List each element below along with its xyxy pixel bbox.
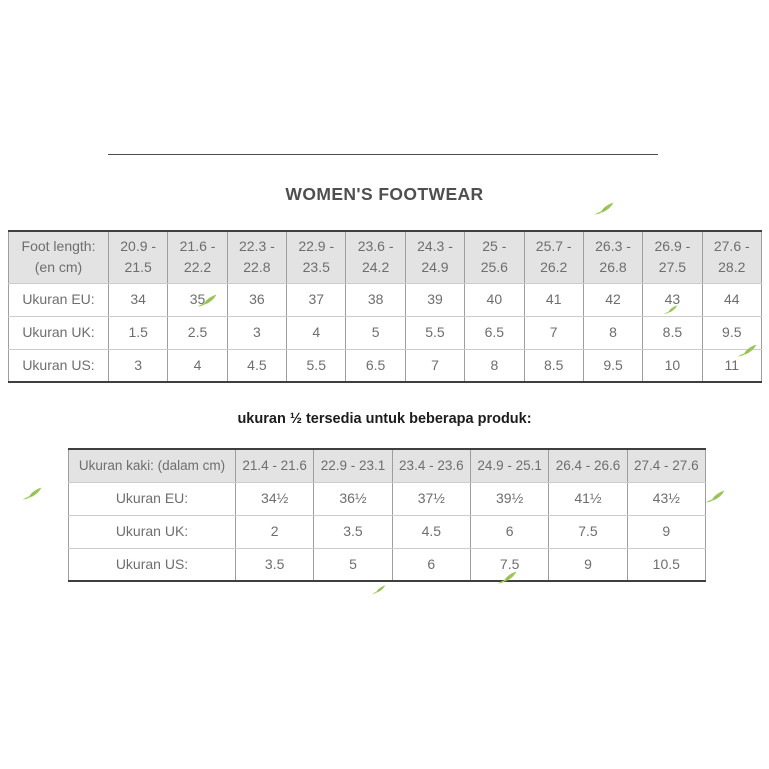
size-cell: 4 xyxy=(286,315,347,350)
size-cell: 41 xyxy=(523,282,584,317)
header-cell: 25 - 25.6 xyxy=(464,230,525,284)
corner-header-cell: Ukuran kaki: (dalam cm) xyxy=(68,448,236,483)
header-cell: 22.9 - 23.5 xyxy=(286,230,347,284)
adult-size-table: Foot length: (en cm) 20.9 - 21.5 21.6 - … xyxy=(8,230,762,383)
half-size-note: ukuran ½ tersedia untuk beberapa produk: xyxy=(237,411,532,427)
size-cell: 4.5 xyxy=(226,348,288,383)
size-cell: 10.5 xyxy=(626,547,706,582)
size-cell: 10 xyxy=(642,348,703,383)
size-cell: 3 xyxy=(107,348,169,383)
row-label: Ukuran US: xyxy=(68,547,236,582)
table-row-uk: Ukuran UK: 1.5 2.5 3 4 5 5.5 6.5 7 8 8.5… xyxy=(8,315,762,350)
row-label: Ukuran UK: xyxy=(8,315,109,350)
size-cell: 36 xyxy=(226,282,288,317)
size-cell: 6 xyxy=(391,547,471,582)
table-header-row: Ukuran kaki: (dalam cm) 21.4 - 21.6 22.9… xyxy=(68,448,706,483)
size-cell: 42 xyxy=(582,282,644,317)
size-cell: 2 xyxy=(234,514,315,549)
size-cell: 9 xyxy=(626,514,706,549)
size-cell: 41½ xyxy=(548,481,628,516)
size-cell: 37½ xyxy=(391,481,471,516)
size-cell: 36½ xyxy=(313,481,393,516)
size-cell: 4.5 xyxy=(391,514,471,549)
half-size-table: Ukuran kaki: (dalam cm) 21.4 - 21.6 22.9… xyxy=(68,448,706,582)
size-cell: 39 xyxy=(404,282,466,317)
header-cell: 26.9 - 27.5 xyxy=(642,230,703,284)
row-label: Ukuran UK: xyxy=(68,514,236,549)
size-cell: 43 xyxy=(642,282,703,317)
leaf-icon xyxy=(705,490,725,503)
leaf-icon xyxy=(197,294,217,307)
row-label: Ukuran EU: xyxy=(8,282,109,317)
size-cell: 2.5 xyxy=(167,315,228,350)
size-cell: 39½ xyxy=(469,481,550,516)
size-cell: 5 xyxy=(345,315,406,350)
table-row-us: Ukuran US: 3.5 5 6 7.5 9 10.5 xyxy=(68,547,706,582)
header-cell: 22.9 - 23.1 xyxy=(313,448,393,483)
leaf-icon xyxy=(22,487,42,500)
size-cell: 6.5 xyxy=(345,348,406,383)
size-cell: 3 xyxy=(226,315,288,350)
size-cell: 8.5 xyxy=(523,348,584,383)
header-cell: 23.6 - 24.2 xyxy=(345,230,406,284)
row-label: Ukuran US: xyxy=(8,348,109,383)
size-cell: 3.5 xyxy=(313,514,393,549)
header-cell: 27.6 - 28.2 xyxy=(701,230,762,284)
size-cell: 7.5 xyxy=(548,514,628,549)
header-cell: 26.4 - 26.6 xyxy=(548,448,628,483)
size-cell: 44 xyxy=(701,282,762,317)
leaf-icon xyxy=(663,305,678,315)
size-cell: 37 xyxy=(286,282,347,317)
header-cell: 25.7 - 26.2 xyxy=(523,230,584,284)
header-cell: 20.9 - 21.5 xyxy=(107,230,169,284)
size-cell: 7 xyxy=(523,315,584,350)
size-cell: 9 xyxy=(548,547,628,582)
header-cell: 23.4 - 23.6 xyxy=(391,448,471,483)
size-cell: 34½ xyxy=(234,481,315,516)
corner-header-cell: Foot length: (en cm) xyxy=(8,230,109,284)
size-cell: 5.5 xyxy=(286,348,347,383)
page-title: WOMEN'S FOOTWEAR xyxy=(285,184,484,204)
row-label: Ukuran EU: xyxy=(68,481,236,516)
size-cell: 5.5 xyxy=(404,315,466,350)
size-cell: 9.5 xyxy=(582,348,644,383)
size-cell: 11 xyxy=(701,348,762,383)
table-row-uk: Ukuran UK: 2 3.5 4.5 6 7.5 9 xyxy=(68,514,706,549)
size-cell: 8.5 xyxy=(642,315,703,350)
header-cell: 26.3 - 26.8 xyxy=(582,230,644,284)
size-cell: 4 xyxy=(167,348,228,383)
header-cell: 27.4 - 27.6 xyxy=(626,448,706,483)
header-cell: 22.3 - 22.8 xyxy=(226,230,288,284)
size-cell: 8 xyxy=(464,348,525,383)
table-row-eu: Ukuran EU: 34½ 36½ 37½ 39½ 41½ 43½ xyxy=(68,481,706,516)
divider-line xyxy=(108,154,658,155)
size-cell: 40 xyxy=(464,282,525,317)
table-row-eu: Ukuran EU: 34 35 36 37 38 39 40 41 42 43… xyxy=(8,282,762,317)
header-cell: 21.4 - 21.6 xyxy=(234,448,315,483)
size-cell: 3.5 xyxy=(234,547,315,582)
size-cell: 8 xyxy=(582,315,644,350)
size-cell: 34 xyxy=(107,282,169,317)
size-cell: 5 xyxy=(313,547,393,582)
size-cell: 6 xyxy=(469,514,550,549)
size-cell: 43½ xyxy=(626,481,706,516)
table-row-us: Ukuran US: 3 4 4.5 5.5 6.5 7 8 8.5 9.5 1… xyxy=(8,348,762,383)
table-header-row: Foot length: (en cm) 20.9 - 21.5 21.6 - … xyxy=(8,230,762,284)
leaf-icon xyxy=(594,202,614,215)
size-cell: 6.5 xyxy=(464,315,525,350)
header-cell: 21.6 - 22.2 xyxy=(167,230,228,284)
header-cell: 24.3 - 24.9 xyxy=(404,230,466,284)
leaf-icon xyxy=(497,571,517,584)
leaf-icon xyxy=(737,344,757,357)
size-cell: 1.5 xyxy=(107,315,169,350)
size-cell: 35 xyxy=(167,282,228,317)
leaf-icon xyxy=(371,585,386,595)
size-cell: 7 xyxy=(404,348,466,383)
size-cell: 38 xyxy=(345,282,406,317)
header-cell: 24.9 - 25.1 xyxy=(469,448,550,483)
